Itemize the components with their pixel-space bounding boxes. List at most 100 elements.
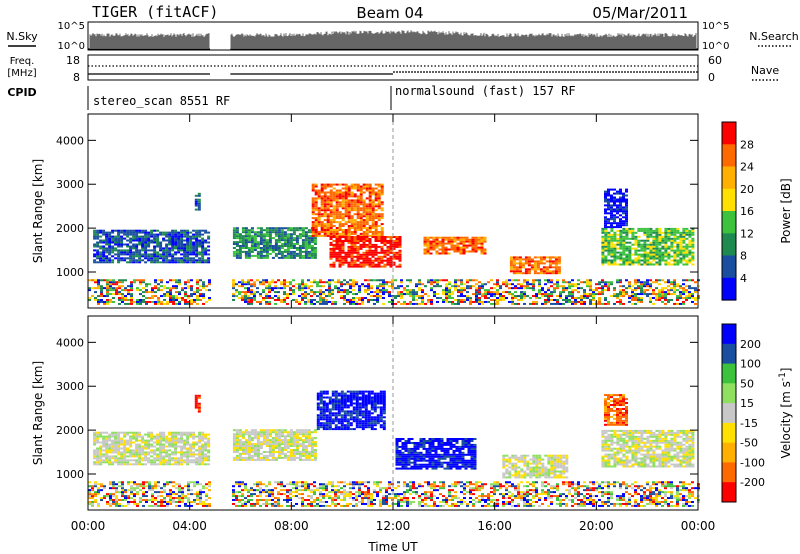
echo-cell-4 <box>483 250 487 253</box>
scatter-cell <box>382 293 385 296</box>
echo-cell-4 <box>423 240 427 243</box>
scatter-cell <box>97 279 100 282</box>
echo-cell-1 <box>265 243 269 245</box>
echo-cell-8 <box>604 210 607 213</box>
echo-cell-6 <box>670 255 674 258</box>
echo-cell-1 <box>304 249 308 251</box>
echo-cell-1 <box>301 233 305 236</box>
echo-cell-2 <box>353 231 357 233</box>
echo-cell-2 <box>380 191 384 194</box>
echo-cell-2 <box>347 209 351 212</box>
scatter-cell <box>289 283 292 286</box>
echo-cell-7 <box>197 194 201 197</box>
echo-cell-0 <box>180 261 184 264</box>
echo-cell-6 <box>679 235 683 238</box>
echo-cell-2 <box>335 207 339 210</box>
echo-cell-2 <box>320 197 324 200</box>
echo-cell-5 <box>548 266 552 269</box>
scatter-cell <box>511 302 514 305</box>
echo-cell-5 <box>512 268 516 271</box>
echo-cell-8 <box>622 196 625 199</box>
scatter-cell <box>634 297 637 300</box>
echo-cell-5 <box>521 266 525 269</box>
echo-cell-6 <box>607 253 611 256</box>
scatter-cell <box>196 497 199 500</box>
scatter-cell <box>406 497 409 500</box>
echo-cell-3 <box>347 249 351 252</box>
scatter-cell <box>466 491 469 494</box>
scatter-cell <box>175 493 178 496</box>
scatter-cell <box>100 291 103 294</box>
scatter-cell <box>589 299 592 301</box>
scatter-cell <box>355 297 358 300</box>
echo-cell-6 <box>673 249 677 252</box>
echo-cell-0 <box>168 247 172 250</box>
scatter-cell <box>325 493 328 496</box>
scatter-cell <box>472 499 475 502</box>
echo-cell-6 <box>634 243 638 246</box>
scatter-cell <box>232 499 235 502</box>
echo-cell-6 <box>625 249 629 252</box>
scatter-cell <box>163 485 166 488</box>
echo-cell-6 <box>622 259 626 262</box>
scatter-cell <box>112 283 115 286</box>
scatter-cell <box>124 297 127 300</box>
scatter-cell <box>166 483 169 486</box>
scatter-cell <box>178 283 181 286</box>
scatter-cell <box>109 299 112 301</box>
echo-cell-2 <box>380 217 384 220</box>
echo-cell-3 <box>335 257 339 260</box>
echo-cell-0 <box>117 249 121 252</box>
scatter-cell <box>199 501 202 503</box>
echo-cell-0 <box>162 261 166 264</box>
echo-cell-6 <box>625 253 629 256</box>
scatter-cell <box>304 489 307 492</box>
echo-cell-4 <box>471 244 475 247</box>
scatter-cell <box>451 302 454 305</box>
echo-cell-0 <box>102 245 106 248</box>
scatter-cell <box>346 491 349 494</box>
echo-cell-2 <box>365 205 369 208</box>
scatter-cell <box>157 283 160 286</box>
scatter-cell <box>406 483 409 486</box>
scatter-cell <box>340 285 343 288</box>
echo-cell-0 <box>144 251 148 254</box>
echo-cell-4 <box>450 246 454 249</box>
echo-cell-2 <box>365 229 369 231</box>
scatter-cell <box>310 295 313 298</box>
scatter-cell <box>130 285 133 288</box>
echo-cell-6 <box>685 231 689 234</box>
scatter-cell <box>328 293 331 296</box>
scatter-cell <box>103 485 106 488</box>
echo-cell-0 <box>165 253 169 256</box>
echo-cell-3 <box>341 236 345 238</box>
echo-cell-0 <box>96 237 100 240</box>
echo-cell-6 <box>661 245 665 248</box>
echo-cell-1 <box>253 241 257 244</box>
echo-cell-6 <box>676 231 680 234</box>
scatter-cell <box>532 289 535 292</box>
scatter-cell <box>286 495 289 498</box>
scatter-cell <box>523 291 526 294</box>
scatter-cell <box>382 302 385 305</box>
echo-cell-2 <box>329 219 333 222</box>
echo-cell-0 <box>183 257 187 260</box>
echo-cell-3 <box>377 245 381 248</box>
echo-cell-3 <box>365 255 369 258</box>
scatter-cell <box>457 299 460 301</box>
scatter-cell <box>451 495 454 498</box>
freq-label-2: [MHz] <box>7 68 36 79</box>
scatter-cell <box>664 281 667 284</box>
scatter-cell <box>457 504 460 507</box>
echo-cell-1 <box>235 229 239 232</box>
echo-cell-2 <box>320 231 324 233</box>
echo-cell-1 <box>307 256 311 259</box>
echo-cell-1 <box>283 239 287 242</box>
scatter-cell <box>100 483 103 486</box>
echo-cell-1 <box>235 231 239 234</box>
echo-cell-2 <box>329 201 333 204</box>
scatter-cell <box>193 481 196 484</box>
echo-cell-2 <box>335 193 339 196</box>
echo-cell-0 <box>114 241 118 244</box>
scatter-cell <box>292 481 295 484</box>
